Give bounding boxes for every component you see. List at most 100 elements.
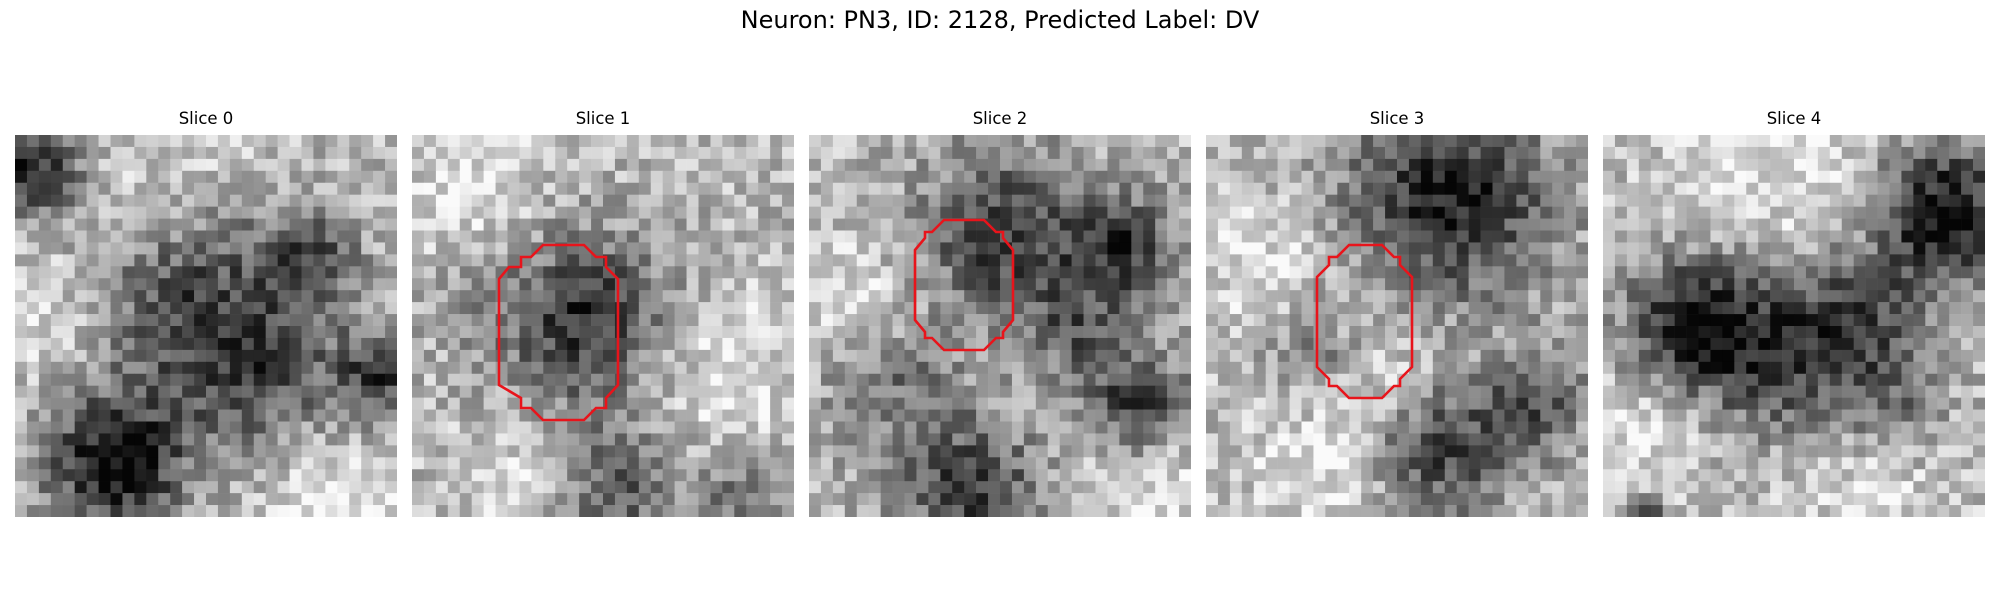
pixel-cell	[1746, 182, 1759, 195]
pixel-cell	[662, 505, 675, 517]
pixel-cell	[1949, 146, 1962, 160]
pixel-cell	[349, 242, 362, 255]
pixel-cell	[385, 146, 397, 160]
pixel-cell	[1313, 194, 1326, 207]
pixel-cell	[265, 421, 278, 434]
pixel-cell	[1000, 445, 1013, 458]
pixel-cell	[50, 505, 64, 517]
pixel-cell	[459, 170, 472, 184]
pixel-cell	[265, 493, 278, 506]
pixel-cell	[1265, 206, 1278, 219]
pixel-cell	[1217, 290, 1231, 303]
pixel-cell	[734, 290, 747, 303]
pixel-cell	[734, 409, 747, 422]
pixel-cell	[241, 385, 255, 398]
pixel-cell	[1349, 409, 1362, 422]
pixel-cell	[940, 254, 953, 267]
pixel-cell	[1325, 242, 1338, 255]
pixel-cell	[1817, 409, 1831, 422]
pixel-cell	[856, 337, 869, 351]
pixel-cell	[892, 194, 905, 207]
pixel-cell	[880, 493, 893, 506]
pixel-cell	[1576, 302, 1588, 315]
pixel-cell	[1913, 242, 1926, 255]
pixel-cell	[844, 242, 858, 255]
pixel-cell	[507, 242, 520, 255]
pixel-cell	[313, 421, 326, 434]
pixel-cell	[1841, 385, 1854, 398]
pixel-cell	[1337, 397, 1350, 410]
pixel-cell	[1179, 135, 1191, 148]
pixel-cell	[122, 230, 135, 243]
pixel-cell	[1301, 266, 1314, 279]
pixel-cell	[1325, 206, 1338, 219]
pixel-cell	[1397, 302, 1410, 315]
pixel-cell	[361, 505, 374, 517]
pixel-cell	[1035, 194, 1049, 207]
pixel-cell	[1638, 457, 1652, 470]
pixel-cell	[423, 433, 437, 446]
pixel-cell	[217, 146, 231, 160]
pixel-cell	[1794, 254, 1807, 267]
pixel-cell	[555, 302, 568, 315]
pixel-cell	[1131, 135, 1144, 148]
pixel-cell	[1829, 218, 1843, 231]
pixel-cell	[579, 206, 592, 219]
pixel-cell	[1143, 266, 1156, 279]
pixel-cell	[170, 254, 183, 267]
pixel-cell	[1614, 433, 1628, 446]
pixel-cell	[928, 409, 941, 422]
pixel-cell	[1686, 278, 1699, 291]
pixel-cell	[483, 278, 496, 291]
pixel-cell	[1662, 397, 1675, 410]
pixel-cell	[952, 278, 965, 291]
pixel-cell	[758, 158, 771, 172]
pixel-cell	[591, 326, 604, 339]
pixel-cell	[579, 326, 592, 339]
pixel-cell	[1253, 349, 1266, 363]
pixel-cell	[1011, 135, 1025, 148]
pixel-cell	[1047, 314, 1060, 327]
pixel-cell	[423, 421, 437, 434]
pixel-cell	[1492, 254, 1505, 267]
pixel-cell	[1373, 218, 1386, 231]
pixel-cell	[832, 505, 846, 517]
pixel-cell	[746, 409, 759, 422]
pixel-cell	[1444, 230, 1457, 243]
slice-svg-3	[1206, 135, 1588, 517]
pixel-cell	[1035, 493, 1049, 506]
pixel-cell	[98, 385, 111, 398]
pixel-cell	[1973, 242, 1985, 255]
pixel-cell	[988, 361, 1001, 375]
pixel-cell	[1552, 158, 1565, 172]
pixel-cell	[614, 397, 628, 410]
pixel-cell	[1686, 302, 1699, 315]
pixel-cell	[217, 493, 231, 506]
pixel-cell	[1023, 349, 1037, 363]
pixel-cell	[1841, 421, 1854, 434]
pixel-cell	[447, 230, 461, 243]
pixel-cell	[1337, 433, 1350, 446]
pixel-cell	[277, 361, 290, 375]
pixel-cell	[1373, 421, 1386, 434]
pixel-cell	[1361, 182, 1374, 195]
pixel-cell	[15, 254, 28, 267]
pixel-cell	[1206, 230, 1219, 243]
pixel-cell	[1480, 409, 1493, 422]
pixel-cell	[1877, 397, 1890, 410]
pixel-cell	[638, 349, 652, 363]
pixel-cell	[206, 421, 219, 434]
pixel-cell	[146, 337, 159, 351]
pixel-cell	[1564, 373, 1577, 386]
pixel-cell	[471, 135, 484, 148]
pixel-cell	[1901, 314, 1914, 327]
pixel-cell	[1528, 135, 1541, 148]
pixel-cell	[820, 194, 834, 207]
pixel-cell	[110, 170, 123, 184]
pixel-cell	[1023, 397, 1037, 410]
pixel-cell	[158, 230, 171, 243]
pixel-cell	[1444, 170, 1457, 184]
pixel-cell	[650, 254, 663, 267]
slice-svg-4	[1603, 135, 1985, 517]
pixel-cell	[507, 230, 520, 243]
